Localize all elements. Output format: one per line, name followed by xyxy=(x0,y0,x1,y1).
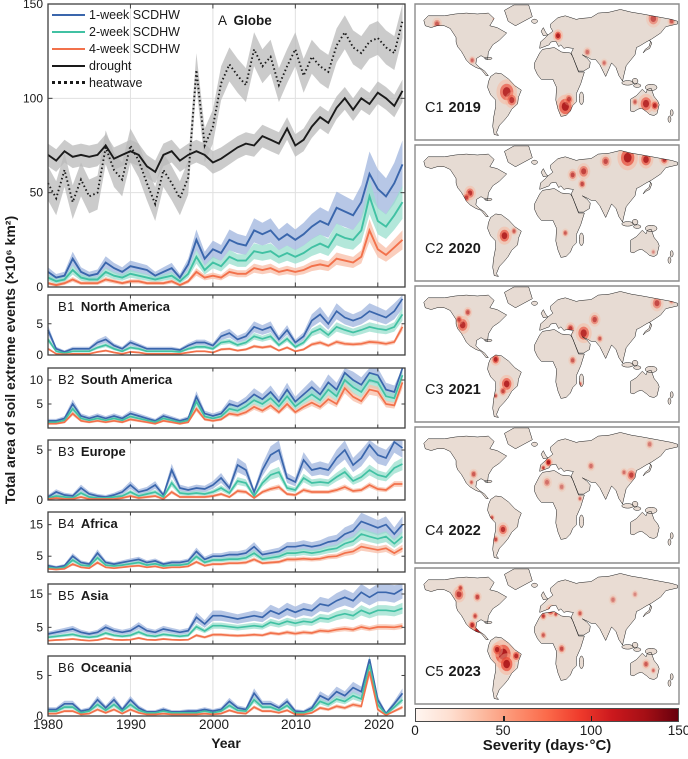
panel-title-south-america: B2 South America xyxy=(58,372,173,387)
colorbar-tick-150: 150 xyxy=(667,723,688,738)
legend-label: heatwave xyxy=(89,75,143,90)
map-label-2023: C5 2023 xyxy=(425,664,481,680)
x-tick-1980: 1980 xyxy=(32,717,64,732)
panel-title-globe: A Globe xyxy=(218,13,272,28)
x-tick-1990: 1990 xyxy=(115,717,147,732)
panel-title-north-america: B1 North America xyxy=(58,299,171,314)
legend-line-4week-icon xyxy=(52,47,85,50)
legend: 1-week SCDHW 2-week SCDHW 4-week SCDHW d… xyxy=(52,6,180,91)
legend-label: 4-week SCDHW xyxy=(89,41,180,56)
svg-text:0: 0 xyxy=(36,709,43,723)
colorbar-label: Severity (days·°C) xyxy=(482,737,612,754)
svg-text:0: 0 xyxy=(36,348,43,362)
x-tick-2010: 2010 xyxy=(280,717,312,732)
x-tick-2000: 2000 xyxy=(198,717,230,732)
svg-text:15: 15 xyxy=(30,518,44,532)
svg-text:100: 100 xyxy=(23,91,43,105)
svg-text:5: 5 xyxy=(36,549,43,563)
svg-text:0: 0 xyxy=(36,280,43,294)
svg-text:0: 0 xyxy=(36,493,43,507)
legend-item-4week: 4-week SCDHW xyxy=(52,40,180,57)
svg-text:15: 15 xyxy=(30,587,44,601)
chart-panel-asia: 5 15 xyxy=(30,583,406,645)
colorbar-tick xyxy=(503,716,505,721)
chart-panel-africa: 5 15 xyxy=(30,511,406,573)
colorbar-tick xyxy=(590,716,593,721)
map-2023 xyxy=(415,568,679,704)
x-axis-label: Year xyxy=(211,735,241,751)
map-2019 xyxy=(415,4,679,140)
panel-title-asia: B5 Asia xyxy=(58,588,109,603)
map-label-2019: C1 2019 xyxy=(425,100,481,116)
legend-item-1week: 1-week SCDHW xyxy=(52,6,180,23)
legend-line-drought-icon xyxy=(52,64,85,67)
map-label-2021: C3 2021 xyxy=(425,382,481,398)
svg-text:5: 5 xyxy=(36,620,43,634)
svg-text:5: 5 xyxy=(36,443,43,457)
legend-line-1week-icon xyxy=(52,13,85,16)
legend-label: 1-week SCDHW xyxy=(89,7,180,22)
chart-panel-europe: 05 xyxy=(36,439,406,507)
legend-label: drought xyxy=(89,58,132,73)
legend-line-2week-icon xyxy=(52,30,85,33)
chart-panel-oceania: 05 xyxy=(36,655,406,723)
colorbar-tick-0: 0 xyxy=(411,723,419,738)
chart-panel-globe: 0 50 100 150 xyxy=(23,0,406,294)
legend-line-heatwave-icon xyxy=(52,81,85,84)
svg-text:5: 5 xyxy=(36,668,43,682)
svg-text:50: 50 xyxy=(30,186,44,200)
legend-item-drought: drought xyxy=(52,57,180,74)
map-2020 xyxy=(415,145,679,281)
map-label-2020: C2 2020 xyxy=(425,241,481,257)
chart-panel-north-america: 05 xyxy=(36,294,406,362)
severity-colorbar xyxy=(415,708,679,722)
svg-text:150: 150 xyxy=(23,0,43,11)
svg-text:5: 5 xyxy=(36,397,43,411)
panel-title-europe: B3 Europe xyxy=(58,444,126,459)
svg-text:5: 5 xyxy=(36,317,43,331)
x-tick-2020: 2020 xyxy=(363,717,395,732)
map-label-2022: C4 2022 xyxy=(425,523,481,539)
legend-item-2week: 2-week SCDHW xyxy=(52,23,180,40)
legend-label: 2-week SCDHW xyxy=(89,24,180,39)
map-2022 xyxy=(415,427,679,563)
colorbar-tick-100: 100 xyxy=(579,723,603,738)
panel-title-oceania: B6 Oceania xyxy=(58,660,132,675)
legend-item-heatwave: heatwave xyxy=(52,74,180,91)
colorbar-tick-50: 50 xyxy=(495,723,511,738)
panel-title-africa: B4 Africa xyxy=(58,516,118,531)
map-2021 xyxy=(415,286,679,422)
chart-panel-south-america: 5 10 xyxy=(30,367,406,429)
svg-text:10: 10 xyxy=(30,373,44,387)
